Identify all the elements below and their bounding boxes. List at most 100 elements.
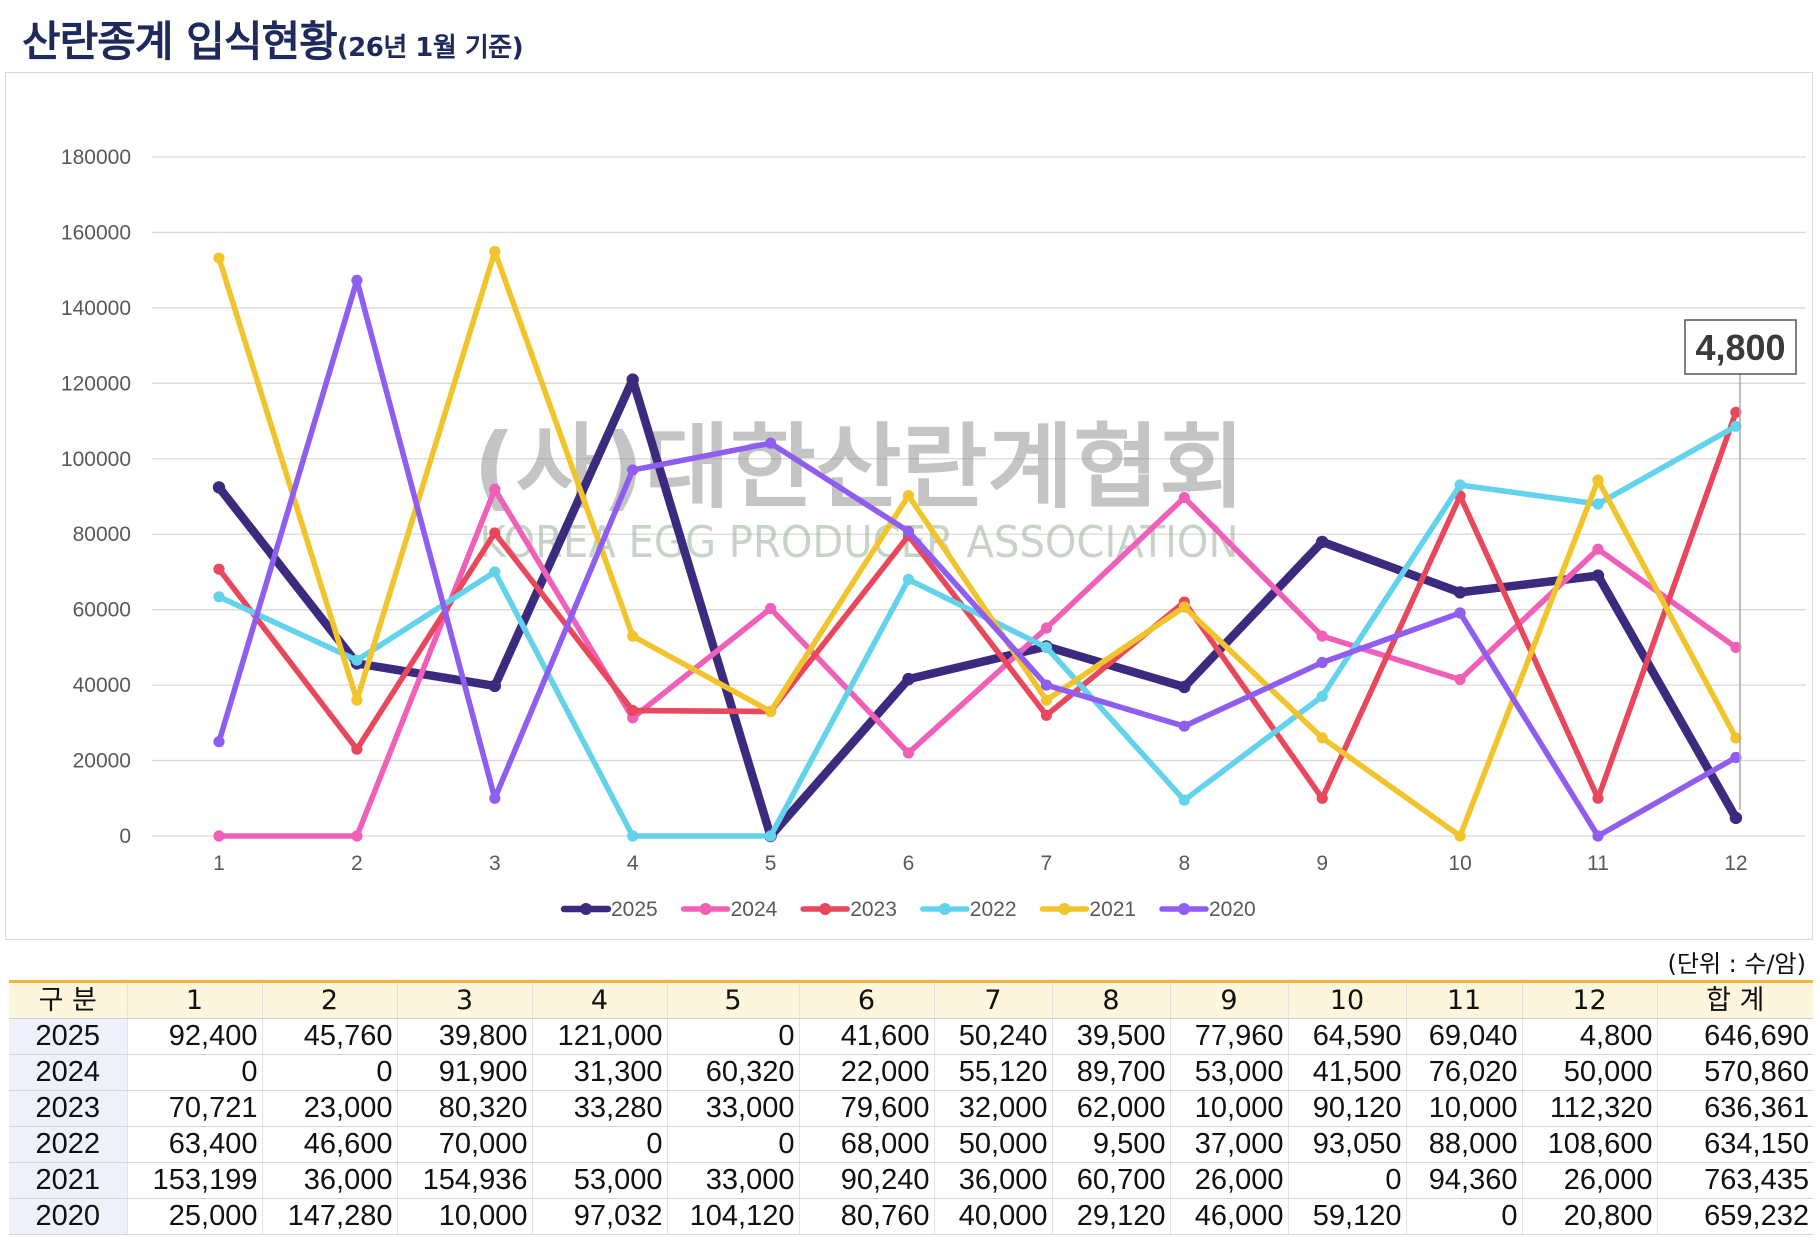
table-cell: 90,120 [1287,1090,1406,1127]
legend-label: 2022 [970,898,1017,921]
table-cell: 92,400 [126,1018,262,1055]
table-row: 2020 25,000 147,280 10,000 97,032 104,120 80,7… [9,1198,1813,1235]
table-cell: 4,800 [1521,1018,1657,1055]
series-line-2023 [216,409,1739,802]
data-point-2022-4 [627,830,639,842]
data-point-2022-8 [1178,794,1190,806]
data-point-2022-7 [1040,641,1052,654]
data-point-2025-6 [902,672,915,686]
table-cell: 94,360 [1405,1162,1522,1199]
chart-legend: 2025 2024 2023 2022 2021 2020 [560,898,1256,921]
header-month-8: 8 [1051,981,1170,1019]
y-tick-label: 100000 [61,448,131,471]
data-point-2020-8 [1178,720,1190,732]
page-header: 산란종계 입식현황 (26년 1월 기준) [22,8,524,69]
data-point-2025-9 [1316,535,1329,549]
row-year: 2023 [9,1090,127,1127]
table-cell: 112,320 [1521,1090,1657,1127]
data-point-2022-11 [1592,498,1604,510]
table-cell: 36,000 [261,1162,397,1199]
table-cell: 10,000 [1169,1090,1288,1127]
data-point-2025-1 [212,481,226,494]
series-line-2025 [214,375,1741,841]
data-point-2024-8 [1178,492,1190,504]
data-point-2020-6 [902,525,915,537]
y-tick-label: 80000 [73,523,131,546]
legend-marker [580,903,592,915]
table-cell: 68,000 [798,1126,934,1163]
x-axis-labels: 1 2 3 4 5 6 7 8 9 10 11 12 [213,852,1747,875]
table-cell: 32,000 [933,1090,1052,1127]
table-cell: 60,320 [666,1054,799,1091]
table-cell: 108,600 [1521,1126,1657,1163]
legend-label: 2025 [611,898,658,921]
table-cell: 40,000 [933,1198,1052,1235]
x-tick-label: 7 [1041,852,1053,875]
data-point-2022-12 [1730,420,1742,432]
table-cell: 121,000 [531,1018,667,1055]
x-tick-label: 12 [1724,852,1747,875]
table-cell: 33,000 [666,1090,799,1127]
data-point-2020-3 [489,792,501,804]
data-point-2025-12 [1729,811,1743,825]
data-point-2021-6 [902,490,915,502]
legend-marker [1058,903,1071,915]
series-2024 [213,483,1742,842]
series-lines [212,245,1743,843]
table-body: 2025 92,400 45,760 39,800 121,000 0 41,600 50,2… [9,1018,1813,1235]
legend-item-2023[interactable]: 2023 [800,898,897,921]
series-line-2021 [216,248,1739,839]
data-point-2020-2 [351,274,363,286]
y-tick-label: 0 [119,825,131,848]
data-point-2025-3 [488,679,501,693]
unit-label: (단위 : 수/암) [1667,950,1806,978]
data-table: 구 분 1 2 3 4 5 6 7 8 9 10 11 12 합 계 2025 92,400 45,760 39… [9,980,1813,1235]
table-cell: 22,000 [798,1054,934,1091]
legend-item-2022[interactable]: 2022 [920,898,1017,921]
x-tick-label: 5 [765,852,777,875]
row-total: 636,361 [1656,1090,1813,1127]
row-year: 2024 [9,1054,127,1091]
y-tick-label: 180000 [61,146,131,169]
legend-item-2024[interactable]: 2024 [680,898,778,921]
legend-item-2020[interactable]: 2020 [1159,898,1256,921]
page-title: 산란종계 입식현황 [22,17,338,66]
table-cell: 154,936 [396,1162,532,1199]
data-point-2024-6 [902,747,915,759]
table-cell: 53,000 [531,1162,667,1199]
table-cell: 70,721 [126,1090,262,1127]
table-cell: 46,000 [1169,1198,1288,1235]
table-cell: 50,000 [933,1126,1052,1163]
header-month-5: 5 [666,981,799,1019]
data-point-2021-12 [1730,732,1742,744]
header-month-11: 11 [1405,981,1522,1019]
x-tick-label: 9 [1316,852,1328,875]
table-cell: 59,120 [1287,1198,1406,1235]
table-cell: 50,000 [1521,1054,1657,1091]
table-cell: 41,600 [798,1018,934,1055]
data-point-2023-4 [627,704,639,717]
table-cell: 39,500 [1051,1018,1170,1055]
data-point-2020-5 [765,437,777,449]
table-cell: 29,120 [1051,1198,1170,1235]
data-point-2024-9 [1316,630,1328,642]
table-cell: 147,280 [261,1198,397,1235]
table-cell: 9,500 [1051,1126,1170,1163]
callout-box [1684,319,1797,375]
data-point-2023-7 [1040,709,1052,721]
table-cell: 104,120 [666,1198,799,1235]
data-point-2020-1 [213,736,225,748]
data-point-2022-2 [351,654,363,666]
row-year: 2022 [9,1126,127,1163]
header-month-6: 6 [798,981,934,1019]
table-cell: 79,600 [798,1090,934,1127]
table-cell: 26,000 [1521,1162,1657,1199]
table-row: 2021 153,199 36,000 154,936 53,000 33,000 90,2… [9,1162,1813,1199]
table-cell: 90,240 [798,1162,934,1199]
table-cell: 80,320 [396,1090,532,1127]
legend-item-2021[interactable]: 2021 [1039,898,1136,921]
legend-item-2025[interactable]: 2025 [560,898,658,921]
series-2020 [213,274,1742,842]
header-month-10: 10 [1287,981,1406,1019]
data-point-2025-8 [1178,680,1191,694]
